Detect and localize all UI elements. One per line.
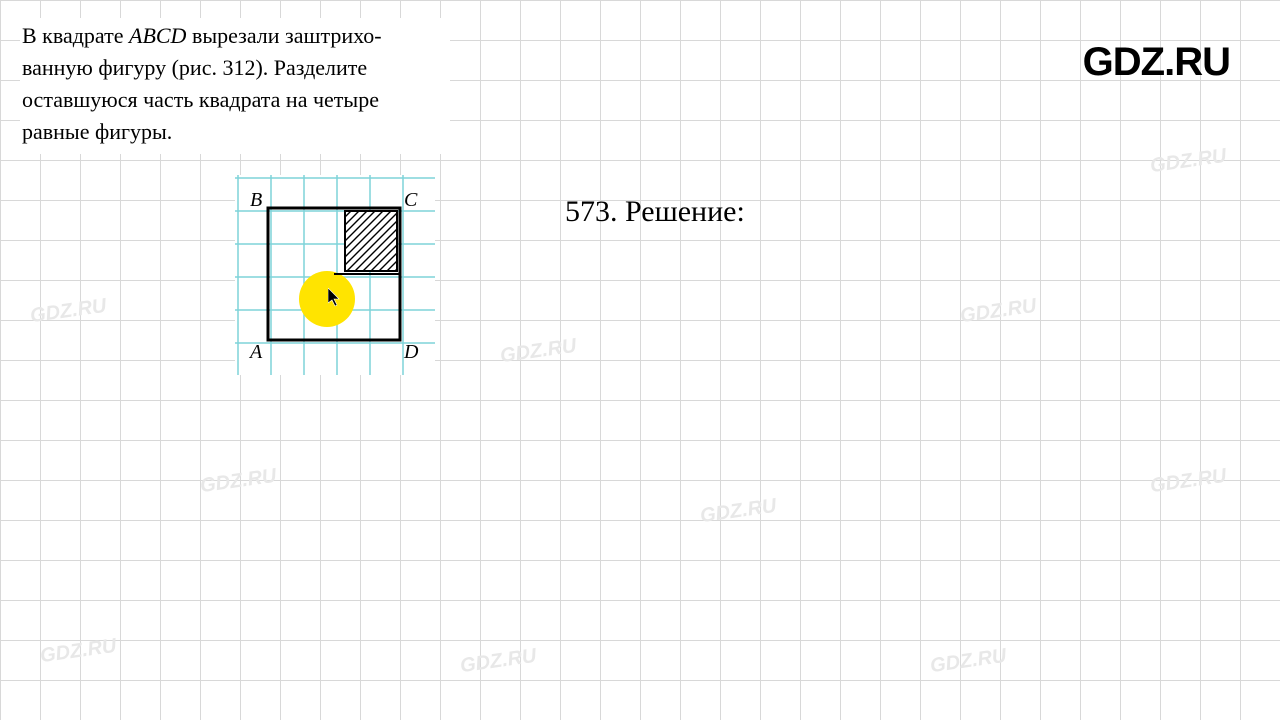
svg-text:D: D [403,341,419,363]
problem-line3: оставшуюся часть квадрата на четыре [22,87,379,112]
site-logo: GDZ.RU [1083,40,1230,85]
svg-text:B: B [250,189,262,211]
problem-line1-post: вырезали заштрихо- [186,23,381,48]
problem-line4: равные фигуры. [22,119,172,144]
mouse-cursor-icon [328,288,342,308]
problem-line2: ванную фигуру (рис. 312). Разделите [22,55,367,80]
problem-line1-pre: В квадрате [22,23,129,48]
problem-statement: В квадрате ABCD вырезали заштрихо- ванну… [20,18,450,154]
geometry-diagram: B C A D [235,175,435,375]
svg-text:C: C [404,189,418,211]
solution-heading: 573. Решение: [565,195,745,229]
problem-square-name: ABCD [129,23,186,48]
svg-text:A: A [248,341,263,363]
